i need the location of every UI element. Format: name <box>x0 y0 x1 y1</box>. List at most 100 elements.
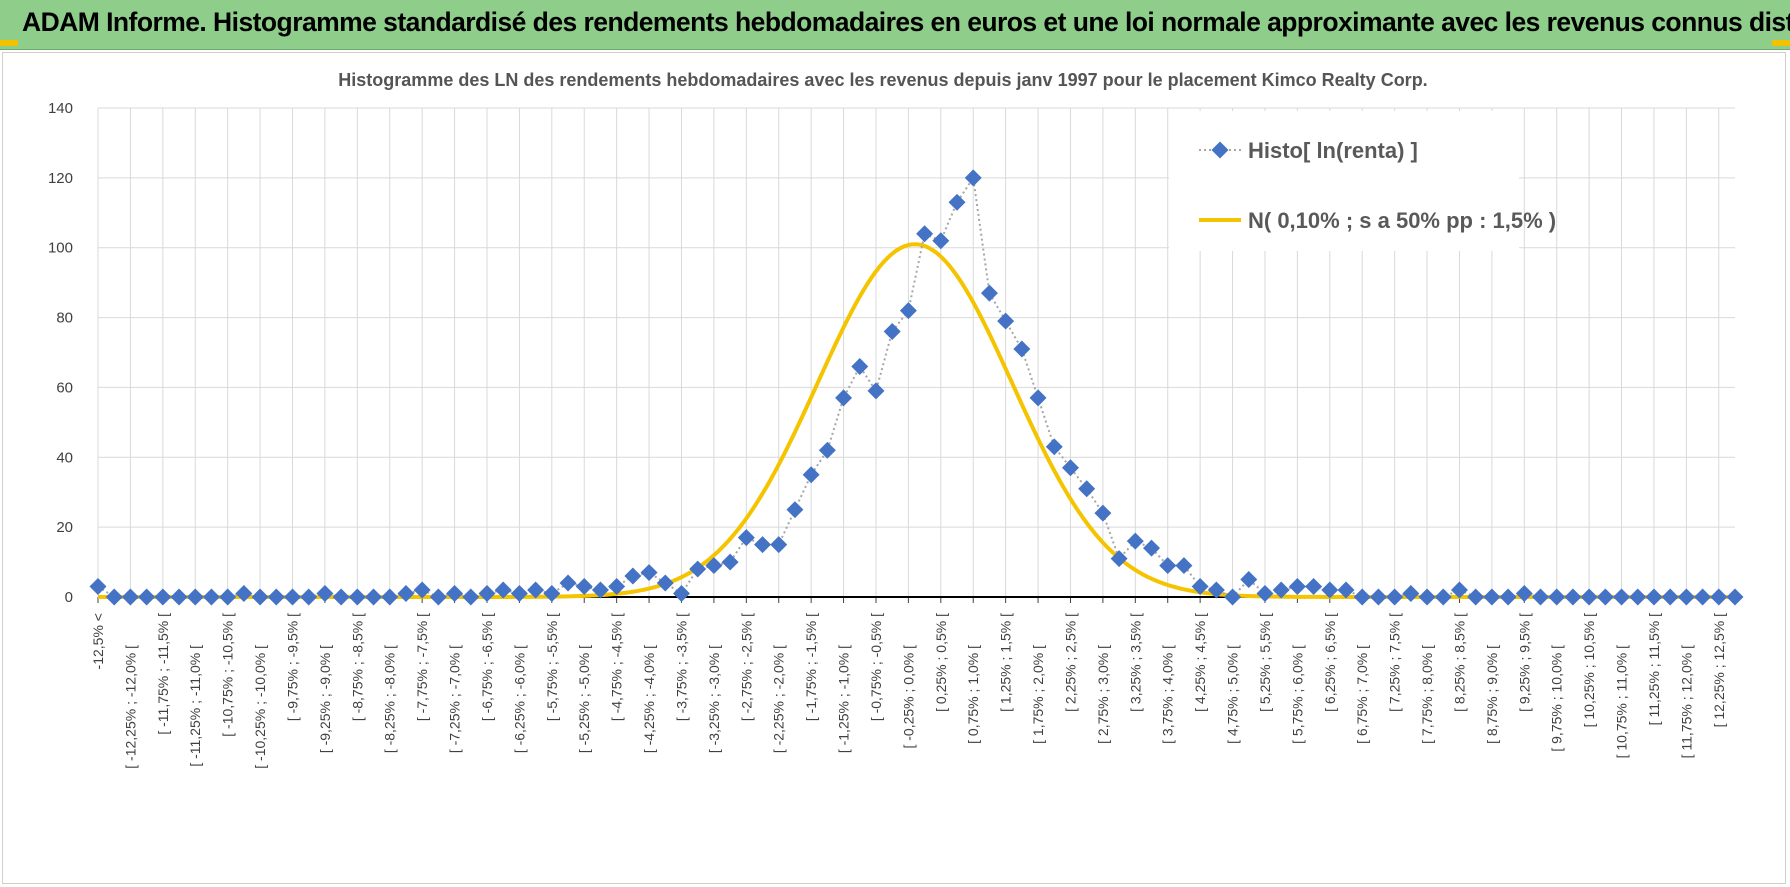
histogram-point <box>1369 588 1387 606</box>
histogram-point <box>851 357 869 375</box>
x-tick-label: [ 8,25% ; 8,5% [ <box>1451 613 1467 712</box>
histogram-point <box>672 585 690 602</box>
histogram-point <box>1548 588 1566 606</box>
chart-grid <box>97 107 1735 603</box>
x-tick-label: [ -0,75% ; -0,5% [ <box>868 613 884 721</box>
histogram-point <box>219 588 237 606</box>
histogram-point <box>413 581 431 599</box>
histogram-point <box>1061 459 1079 477</box>
histogram-point <box>494 581 512 599</box>
x-tick-label: [ -11,75% ; -11,5% [ <box>155 613 171 735</box>
histogram-point <box>591 581 609 599</box>
histogram-point <box>1515 585 1533 602</box>
histogram-point <box>235 585 253 602</box>
x-tick-label: [ -3,25% ; -3,0% [ <box>706 645 722 753</box>
chart-frame: Histogramme des LN des rendements hebdom… <box>2 52 1786 884</box>
x-tick-label: [ 2,25% ; 2,5% [ <box>1062 613 1078 712</box>
x-tick-label: [ 11,75% ; 12,0% [ <box>1678 645 1694 758</box>
x-tick-label: [ 10,25% ; 10,5% [ <box>1581 613 1597 728</box>
corner-accent-right <box>1772 40 1790 46</box>
legend-background <box>1169 111 1519 251</box>
histogram-point <box>867 382 885 400</box>
histogram-point <box>721 553 739 571</box>
histogram-point <box>1532 588 1549 606</box>
x-tick-label: [ -6,75% ; -6,5% [ <box>479 613 495 721</box>
histogram-point <box>1596 588 1614 606</box>
x-tick-label: [ 1,25% ; 1,5% [ <box>998 613 1014 712</box>
x-tick-label: [ 0,75% ; 1,0% [ <box>965 645 981 744</box>
histogram-point <box>835 389 853 407</box>
x-tick-label: [ -0,25% ; 0,0% [ <box>900 645 916 749</box>
histogram-point <box>1726 588 1744 606</box>
histogram-point <box>121 588 139 606</box>
histogram-point <box>478 585 496 602</box>
y-tick-label: 100 <box>48 240 73 257</box>
histogram-point <box>267 588 285 606</box>
histogram-point <box>640 564 658 582</box>
x-tick-label: [ -7,25% ; -7,0% [ <box>447 645 463 753</box>
y-tick-label: 80 <box>56 310 73 327</box>
histogram-point <box>1434 588 1452 606</box>
histogram-point <box>899 302 917 320</box>
histogram-point <box>1256 585 1274 602</box>
histogram-point <box>138 588 156 606</box>
histogram-point <box>786 501 804 519</box>
chart-legend: Histo[ ln(renta) ] N( 0,10% ; s a 50% pp… <box>1169 111 1556 251</box>
histogram-point <box>446 585 464 602</box>
histogram-point <box>964 169 982 187</box>
x-tick-label: [ 0,25% ; 0,5% [ <box>933 613 949 712</box>
histogram-point <box>332 588 350 606</box>
histogram-point <box>1207 581 1225 599</box>
x-tick-label: [ 7,75% ; 8,0% [ <box>1419 645 1435 744</box>
histogram-point <box>1694 588 1712 606</box>
report-title: ADAM Informe. Histogramme standardisé de… <box>22 7 1790 37</box>
x-tick-label: [ -7,75% ; -7,5% [ <box>414 613 430 721</box>
histogram-point <box>883 323 901 341</box>
histogram-point <box>1305 578 1323 596</box>
histogram-point <box>527 581 545 599</box>
histogram-point <box>316 585 334 602</box>
x-tick-label: [ -8,75% ; -8,5% [ <box>349 613 365 721</box>
y-tick-label: 140 <box>48 100 73 117</box>
histogram-point <box>932 232 950 250</box>
histogram-point <box>980 284 998 302</box>
histogram-point <box>365 588 383 606</box>
histogram-point <box>284 588 301 606</box>
histogram-point <box>705 557 723 575</box>
x-tick-label: [ -12,25% ; -12,0% [ <box>122 645 138 769</box>
histogram-point <box>397 585 415 602</box>
histogram-chart: Histogramme des LN des rendements hebdom… <box>48 70 1744 769</box>
x-tick-label: [ 4,75% ; 5,0% [ <box>1225 645 1241 744</box>
histogram-point <box>1629 588 1647 606</box>
histogram-point <box>186 588 204 606</box>
histogram-point <box>1645 588 1663 606</box>
legend-histo-label: Histo[ ln(renta) ] <box>1248 138 1418 163</box>
x-tick-label: [ 3,75% ; 4,0% [ <box>1160 645 1176 744</box>
histogram-point <box>1661 588 1679 606</box>
x-tick-label: [ 6,25% ; 6,5% [ <box>1322 613 1338 712</box>
x-tick-label: [ 1,75% ; 2,0% [ <box>1030 645 1046 744</box>
histogram-point <box>575 578 593 596</box>
histogram-point <box>348 588 366 606</box>
histogram-point <box>997 312 1015 330</box>
histogram-point <box>1677 588 1695 606</box>
x-tick-label: [ -11,25% ; -11,0% [ <box>187 645 203 767</box>
x-tick-label: [ -9,25% ; -9,0% [ <box>317 645 333 753</box>
y-tick-label: 0 <box>65 589 73 606</box>
histogram-point <box>202 588 220 606</box>
histogram-point <box>1029 389 1047 407</box>
histogram-point <box>916 225 934 243</box>
normal-curve-series <box>98 242 1735 599</box>
histogram-line <box>97 175 1735 599</box>
x-tick-label: [ -2,25% ; -2,0% [ <box>771 645 787 753</box>
x-tick-label: [ 5,25% ; 5,5% [ <box>1257 613 1273 712</box>
histogram-point <box>1564 588 1582 606</box>
histogram-point <box>170 588 188 606</box>
histogram-point <box>1045 438 1063 456</box>
histogram-point <box>1337 581 1355 599</box>
x-tick-label: [ -10,75% ; -10,5% [ <box>220 613 236 737</box>
x-tick-label: [ -5,75% ; -5,5% [ <box>544 613 560 721</box>
histogram-point <box>1094 504 1112 522</box>
histogram-point <box>1272 581 1290 599</box>
histogram-point <box>1175 557 1193 575</box>
